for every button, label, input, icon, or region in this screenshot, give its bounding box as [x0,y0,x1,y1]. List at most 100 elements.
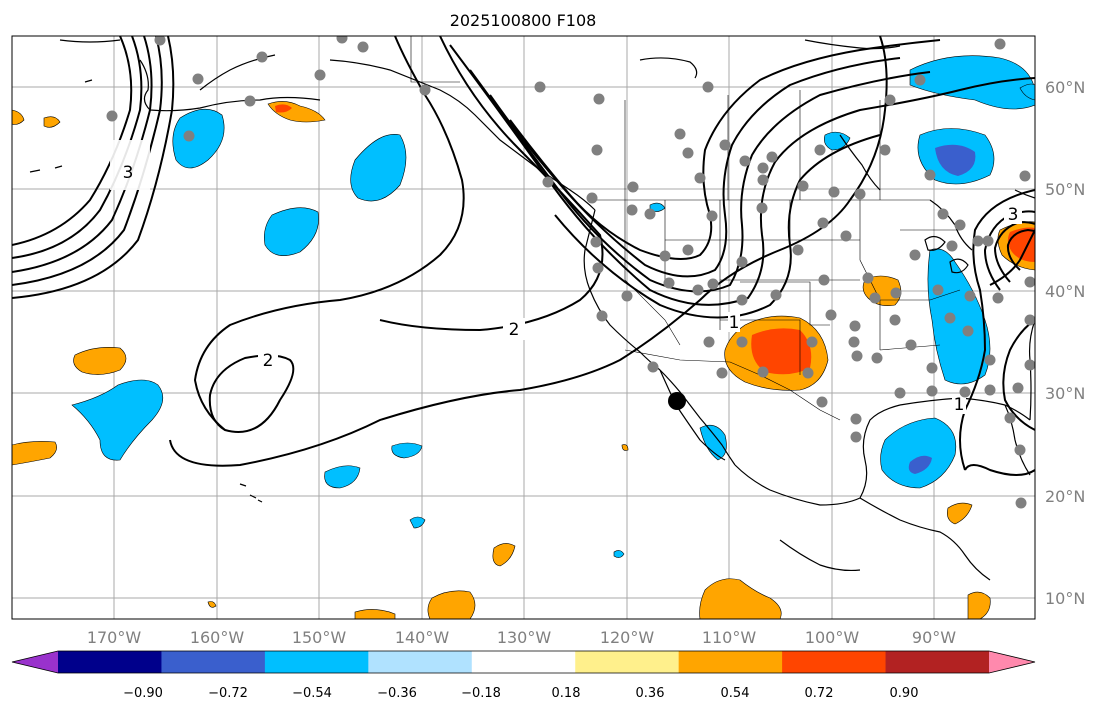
station-marker [644,208,656,220]
negative-anomaly-region [350,133,407,202]
map-area: 2 2 3 3 1 1 [12,36,1035,619]
station-marker [905,339,917,351]
positive-anomaly-region [967,591,991,619]
station-marker [817,217,829,229]
lon-tick-label: 150°W [292,628,347,647]
negative-anomaly-region [71,379,164,461]
station-marker [586,192,598,204]
contour-line [1006,228,1035,271]
station-marker [932,284,944,296]
coastline [139,59,321,112]
coastline [583,209,661,371]
contour-line [989,229,1035,286]
station-marker [592,262,604,274]
highlight-marker [668,392,686,410]
station-marker [884,94,896,106]
station-marker [590,236,602,248]
station-marker [627,181,639,193]
contour-line [1002,319,1035,431]
lon-tick-label: 120°W [600,628,655,647]
station-marker [871,352,883,364]
station-marker [984,384,996,396]
station-marker [994,38,1006,50]
station-marker [692,284,704,296]
station-marker [739,155,751,167]
colorbar-outline [11,650,1036,674]
positive-anomaly-region [354,609,396,619]
station-marker [419,84,431,96]
contour-label: 3 [123,163,134,183]
anomaly-shading [12,55,1035,619]
station-marker [869,292,881,304]
latitude-ticks: 60°N 50°N 40°N 30°N 20°N 10°N [1045,78,1085,608]
border [624,200,681,346]
station-marker [736,294,748,306]
positive-anomaly-region [12,109,25,125]
station-marker [756,202,768,214]
station-marker [244,95,256,107]
colorbar-segment [264,651,369,673]
positive-anomaly-region [73,347,127,375]
colorbar-extend-min [12,651,58,673]
colorbar-tick-label: −0.36 [377,686,417,701]
lat-tick-label: 20°N [1045,487,1085,506]
contour-line [469,69,931,293]
station-marker [909,249,921,261]
station-marker [621,290,633,302]
colorbar-tick-label: 0.36 [636,686,665,701]
contour-line [964,464,1035,476]
longitude-ticks: 170°W 160°W 150°W 140°W 130°W 120°W 110°… [87,628,956,647]
station-marker [591,144,603,156]
station-marker [825,309,837,321]
coastline [804,39,901,50]
station-marker [766,151,778,163]
coastline [239,483,263,503]
station-marker [719,139,731,151]
station-marker [1004,412,1016,424]
station-marker [1024,359,1035,371]
lat-tick-label: 30°N [1045,384,1085,403]
station-marker [757,162,769,174]
station-marker [336,36,348,44]
lat-tick-label: 60°N [1045,78,1085,97]
negative-anomaly-region [613,550,625,558]
station-marker [850,431,862,443]
colorbar-segment [161,651,266,673]
station-marker [862,272,874,284]
station-marker [828,186,840,198]
station-marker [914,74,926,86]
station-marker [192,73,204,85]
station-marker [959,386,971,398]
strong-positive-anomaly-core [275,104,292,113]
station-marker [682,244,694,256]
contour-line [993,220,1035,283]
station-marker [962,325,974,337]
station-marker [694,172,706,184]
strong-negative-anomaly-core [935,144,976,176]
station-marker [792,244,804,256]
negative-anomaly-region [927,248,991,385]
positive-anomaly-region [947,502,973,525]
station-marker [647,361,659,373]
station-marker [1015,497,1027,509]
station-marker [1019,170,1031,182]
map-title: 2025100800 F108 [450,11,597,30]
strong-negative-anomaly-core [908,455,932,474]
station-marker [972,235,984,247]
colorbar-tick-label: 0.18 [552,686,581,701]
contour-line [554,134,881,319]
coastline [659,369,726,461]
contour-label: 1 [729,313,740,333]
colorbar-tick-label: −0.54 [292,686,332,701]
colorbar-tick-label: −0.90 [123,686,163,701]
station-marker [357,41,369,53]
border [410,36,460,83]
station-marker [757,174,769,186]
colorbar-segment [885,651,990,673]
strong-positive-anomaly-core [751,328,812,375]
colorbar-tick-label: 0.90 [890,686,919,701]
station-marker [816,396,828,408]
station-marker [757,366,769,378]
positive-anomaly-region [12,441,57,466]
